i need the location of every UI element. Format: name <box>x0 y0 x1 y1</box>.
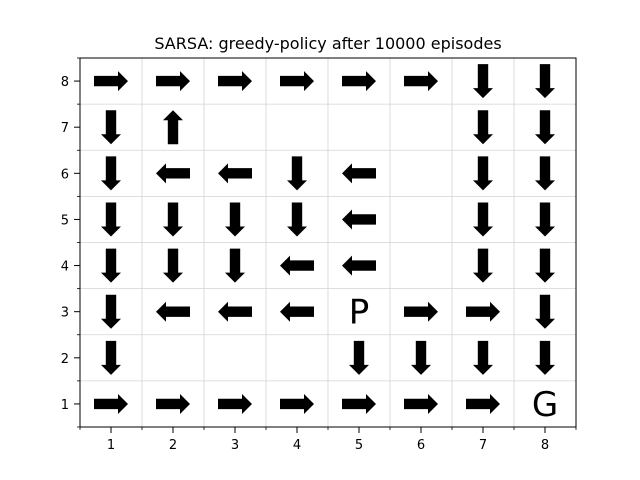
arrow-down-icon <box>473 340 493 375</box>
arrow-down-icon <box>163 202 183 237</box>
arrow-down-icon <box>287 156 307 191</box>
x-tick-label: 4 <box>293 438 301 453</box>
arrow-right-icon <box>218 393 252 414</box>
chart-title: SARSA: greedy-policy after 10000 episode… <box>154 34 501 53</box>
y-tick-label: 3 <box>61 306 69 321</box>
y-tick-label: 8 <box>61 75 69 90</box>
arrow-right-icon <box>404 393 438 414</box>
arrow-down-icon <box>473 110 493 145</box>
arrow-right-icon <box>404 301 438 322</box>
arrow-down-icon <box>101 340 121 375</box>
arrow-left-icon <box>342 209 376 230</box>
arrow-left-icon <box>156 163 190 184</box>
arrow-down-icon <box>535 64 555 99</box>
arrow-right-icon <box>218 71 252 92</box>
arrow-down-icon <box>101 110 121 145</box>
y-tick-label: 5 <box>61 213 69 228</box>
arrow-right-icon <box>280 71 314 92</box>
arrow-down-icon <box>163 248 183 283</box>
arrow-left-icon <box>218 301 252 322</box>
arrow-right-icon <box>94 71 128 92</box>
arrow-down-icon <box>101 294 121 329</box>
arrow-down-icon <box>535 202 555 237</box>
arrow-down-icon <box>473 248 493 283</box>
y-tick-label: 2 <box>61 352 69 367</box>
arrow-left-icon <box>218 163 252 184</box>
x-tick-label: 7 <box>479 438 487 453</box>
x-tick-label: 6 <box>417 438 425 453</box>
arrow-left-icon <box>342 163 376 184</box>
x-tick-label: 1 <box>107 438 115 453</box>
arrow-down-icon <box>535 340 555 375</box>
arrow-right-icon <box>156 393 190 414</box>
arrow-right-icon <box>156 71 190 92</box>
y-tick-label: 4 <box>61 260 69 275</box>
arrow-down-icon <box>101 156 121 191</box>
arrow-down-icon <box>287 202 307 237</box>
y-tick-label: 1 <box>61 398 69 413</box>
x-tick-label: 5 <box>355 438 363 453</box>
arrow-down-icon <box>473 202 493 237</box>
cell-markers: PG <box>349 293 558 425</box>
arrow-down-icon <box>535 248 555 283</box>
arrow-down-icon <box>535 110 555 145</box>
arrow-down-icon <box>535 156 555 191</box>
arrow-right-icon <box>94 393 128 414</box>
arrow-down-icon <box>411 340 431 375</box>
arrow-down-icon <box>101 248 121 283</box>
arrow-right-icon <box>342 393 376 414</box>
arrow-right-icon <box>404 71 438 92</box>
x-tick-label: 3 <box>231 438 239 453</box>
arrow-right-icon <box>280 393 314 414</box>
policy-arrows <box>94 64 555 414</box>
arrow-left-icon <box>156 301 190 322</box>
y-tick-label: 7 <box>61 121 69 136</box>
grid-lines <box>80 58 576 427</box>
arrow-left-icon <box>280 255 314 276</box>
y-tick-label: 6 <box>61 167 69 182</box>
cell-marker-g: G <box>532 385 558 425</box>
arrow-down-icon <box>349 340 369 375</box>
arrow-right-icon <box>466 393 500 414</box>
arrow-left-icon <box>342 255 376 276</box>
arrow-right-icon <box>342 71 376 92</box>
axis-ticks: 1 2 3 4 5 6 7 8 1 2 3 4 5 6 7 8 <box>61 57 577 453</box>
arrow-up-icon <box>163 110 183 145</box>
arrow-down-icon <box>225 248 245 283</box>
arrow-down-icon <box>101 202 121 237</box>
x-tick-label: 8 <box>541 438 549 453</box>
x-tick-label: 2 <box>169 438 177 453</box>
arrow-down-icon <box>225 202 245 237</box>
arrow-down-icon <box>535 294 555 329</box>
cell-marker-p: P <box>349 293 370 333</box>
arrow-left-icon <box>280 301 314 322</box>
arrow-down-icon <box>473 64 493 99</box>
arrow-down-icon <box>473 156 493 191</box>
arrow-right-icon <box>466 301 500 322</box>
